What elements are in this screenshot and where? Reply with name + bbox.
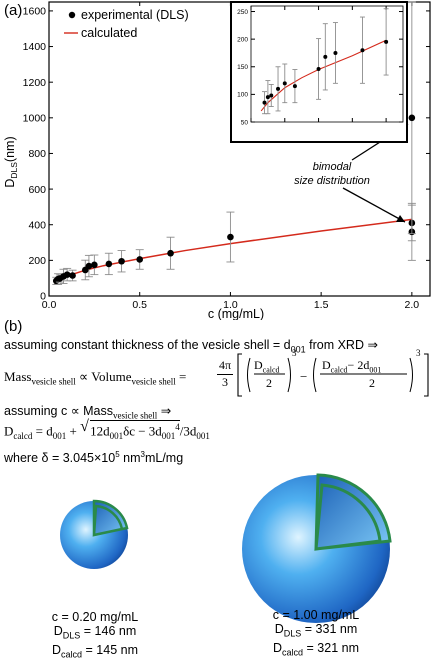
inset-y-tick-label: 250 <box>237 9 248 16</box>
legend-label-experimental: experimental (DLS) <box>81 8 189 22</box>
inset-data-point <box>276 86 281 91</box>
x-axis-label: c (mg/mL) <box>208 307 264 320</box>
main-y-tick-label: 400 <box>28 219 46 231</box>
main-x-tick-label: 1.0 <box>223 299 238 311</box>
small-vesicle-cutaway <box>94 501 127 535</box>
inset-y-tick-label: 200 <box>237 36 248 43</box>
inset-data-point <box>282 81 287 86</box>
main-chart: 0.0 0.5 1.0 1.5 2.0 0 200 400 600 800 1000 1200 1400… <box>3 1 431 320</box>
main-data-point <box>105 260 113 268</box>
main-data-point <box>63 271 71 278</box>
main-data-point <box>167 249 174 257</box>
main-y-tick-label: 200 <box>28 255 46 267</box>
dcalcd-equation: Dcalcd = d001 + √ 12d001δc − 3d0014 /3d0… <box>4 418 210 441</box>
main-x-tick-label: 1.5 <box>314 299 329 311</box>
main-data-point <box>69 272 76 279</box>
assumption-line-2: assuming c ∝ Massvesicle shell ⇒ <box>4 404 172 421</box>
inset-data-point <box>316 66 321 71</box>
main-calculated-line <box>53 218 412 285</box>
inset-data-point <box>384 39 389 44</box>
delta-definition: where δ = 3.045×105 nm3mL/mg <box>4 450 184 466</box>
main-y-tick-label: 1200 <box>23 77 47 89</box>
inset-data-point <box>333 50 338 55</box>
main-data-point <box>408 114 416 122</box>
assumption-line-1: assuming constant thickness of the vesic… <box>4 338 378 355</box>
small-vesicle <box>60 499 129 569</box>
legend-label-calculated: calculated <box>81 26 137 40</box>
main-y-tick-label: 1400 <box>23 41 47 53</box>
main-x-tick-label: 0.5 <box>132 299 147 311</box>
large-vesicle-cutaway <box>316 475 390 549</box>
main-data-point <box>227 233 234 241</box>
large-vesicle-caption: c = 1.00 mg/mL DDLS = 331 nm Dcalcd = 32… <box>272 608 360 657</box>
main-y-tick-label: 1600 <box>23 6 47 18</box>
small-vesicle-caption: c = 0.20 mg/mL DDLS = 146 nm Dcalcd = 14… <box>51 610 139 659</box>
panel-a-label: (a) <box>4 2 23 19</box>
large-vesicle <box>242 473 392 623</box>
main-data-point <box>85 262 93 270</box>
main-y-tick-label: 1000 <box>23 112 47 124</box>
inset-y-tick-label: 100 <box>237 92 248 99</box>
inset-data-point <box>269 93 274 98</box>
annotation-line-2: size distribution <box>294 175 370 187</box>
panel-b-label: (b) <box>4 318 23 335</box>
vesicle-illustrations <box>60 473 392 623</box>
main-y-tick-label: 0 <box>40 291 46 303</box>
inset-plot-frame <box>250 5 404 123</box>
main-x-tick-label: 0.0 <box>42 299 57 311</box>
small-vesicle-shell <box>92 499 129 537</box>
inset-data-point <box>292 84 297 89</box>
main-data-point <box>136 256 144 263</box>
main-data-point <box>118 257 125 265</box>
inset-data-point <box>323 54 328 59</box>
large-vesicle-shell <box>314 473 392 551</box>
legend-marker-experimental <box>68 11 76 19</box>
annotation-line-1: bimodal <box>313 161 352 173</box>
main-data-point <box>91 261 98 269</box>
y-axis-label: DDLS(nm) <box>3 136 19 187</box>
legend: experimental (DLS) calculated <box>64 8 189 40</box>
inset-y-tick-label: 50 <box>241 119 249 126</box>
inset-data-point <box>360 48 365 53</box>
main-x-tick-label: 2.0 <box>405 299 420 311</box>
bracket-expression <box>237 353 429 397</box>
annotation-arrow-down <box>342 187 406 223</box>
inset-data-point <box>265 95 270 100</box>
main-y-tick-label: 800 <box>28 148 46 160</box>
main-y-tick-label: 600 <box>28 184 46 196</box>
inset-y-tick-label: 150 <box>237 64 248 71</box>
inset-data-point <box>262 100 267 105</box>
